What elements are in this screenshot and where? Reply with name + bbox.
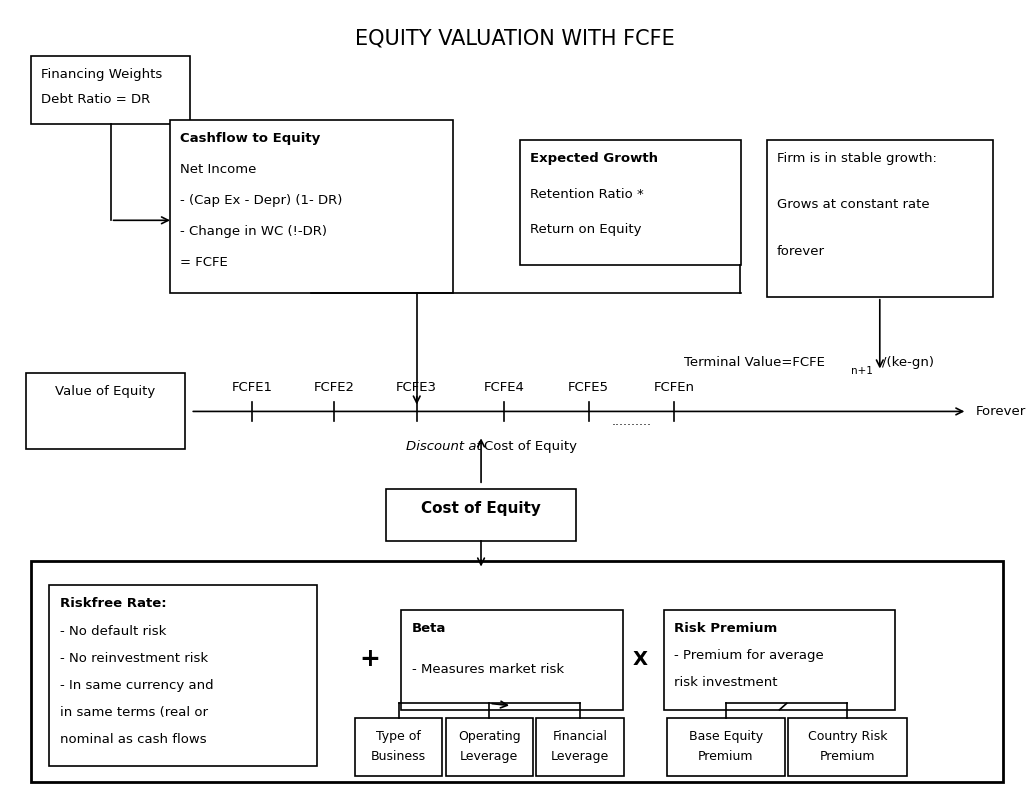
Text: - In same currency and: - In same currency and <box>60 678 213 691</box>
Text: forever: forever <box>777 245 825 257</box>
Text: FCFE5: FCFE5 <box>568 381 609 394</box>
Text: Riskfree Rate:: Riskfree Rate: <box>60 597 167 610</box>
Text: Expected Growth: Expected Growth <box>530 152 658 165</box>
Text: Terminal Value=FCFE: Terminal Value=FCFE <box>684 356 825 369</box>
Text: Beta: Beta <box>412 622 446 634</box>
Bar <box>401 610 623 710</box>
Text: Return on Equity: Return on Equity <box>530 223 641 237</box>
Bar <box>520 140 741 265</box>
Bar <box>664 610 895 710</box>
Text: Premium: Premium <box>820 750 875 763</box>
Text: FCFE2: FCFE2 <box>314 381 355 394</box>
Bar <box>446 718 533 776</box>
Text: Leverage: Leverage <box>460 750 519 763</box>
Text: Retention Ratio *: Retention Ratio * <box>530 188 644 200</box>
Bar <box>386 489 576 541</box>
Text: Type of: Type of <box>377 730 421 743</box>
Bar <box>536 718 624 776</box>
Text: +: + <box>359 647 380 671</box>
Text: Net Income: Net Income <box>180 164 256 176</box>
Bar <box>767 140 993 297</box>
Text: FCFE1: FCFE1 <box>232 381 273 394</box>
Text: FCFEn: FCFEn <box>653 381 695 394</box>
Text: - Premium for average: - Premium for average <box>674 649 824 662</box>
Text: Base Equity: Base Equity <box>688 730 764 743</box>
Bar <box>788 718 907 776</box>
Text: Premium: Premium <box>699 750 753 763</box>
Text: Grows at constant rate: Grows at constant rate <box>777 199 929 212</box>
Text: n+1: n+1 <box>851 366 873 375</box>
Text: in same terms (real or: in same terms (real or <box>60 706 208 719</box>
Text: nominal as cash flows: nominal as cash flows <box>60 733 206 746</box>
Bar <box>355 718 442 776</box>
Text: ..........: .......... <box>612 415 651 428</box>
Text: Firm is in stable growth:: Firm is in stable growth: <box>777 152 936 165</box>
Text: Country Risk: Country Risk <box>808 730 887 743</box>
Bar <box>170 120 453 293</box>
Text: Debt Ratio = DR: Debt Ratio = DR <box>41 93 150 106</box>
Text: risk investment: risk investment <box>674 676 778 690</box>
Text: Forever: Forever <box>975 405 1026 418</box>
Text: Cost of Equity: Cost of Equity <box>421 501 541 516</box>
Text: - No reinvestment risk: - No reinvestment risk <box>60 651 208 665</box>
Text: X: X <box>633 650 647 669</box>
Text: = FCFE: = FCFE <box>180 256 227 269</box>
Bar <box>31 56 190 124</box>
Text: EQUITY VALUATION WITH FCFE: EQUITY VALUATION WITH FCFE <box>355 28 674 48</box>
Text: Cashflow to Equity: Cashflow to Equity <box>180 132 320 145</box>
Text: Operating: Operating <box>458 730 521 743</box>
Text: FCFE3: FCFE3 <box>396 381 437 394</box>
Text: Discount at: Discount at <box>405 440 482 453</box>
Text: - Measures market risk: - Measures market risk <box>412 662 564 675</box>
Text: Financial: Financial <box>553 730 607 743</box>
Text: Leverage: Leverage <box>551 750 609 763</box>
Text: Risk Premium: Risk Premium <box>674 622 777 634</box>
Text: - (Cap Ex - Depr) (1- DR): - (Cap Ex - Depr) (1- DR) <box>180 194 343 207</box>
Bar <box>667 718 785 776</box>
Text: - Change in WC (!-DR): - Change in WC (!-DR) <box>180 225 327 238</box>
Text: Value of Equity: Value of Equity <box>56 385 155 398</box>
Text: FCFE4: FCFE4 <box>484 381 525 394</box>
Bar <box>31 561 1003 782</box>
Text: Business: Business <box>371 750 426 763</box>
Text: - No default risk: - No default risk <box>60 625 166 638</box>
Text: Cost of Equity: Cost of Equity <box>484 440 576 453</box>
Text: Financing Weights: Financing Weights <box>41 68 163 81</box>
Text: /(ke-gn): /(ke-gn) <box>882 356 934 369</box>
Bar <box>26 373 185 449</box>
Bar <box>49 585 317 766</box>
